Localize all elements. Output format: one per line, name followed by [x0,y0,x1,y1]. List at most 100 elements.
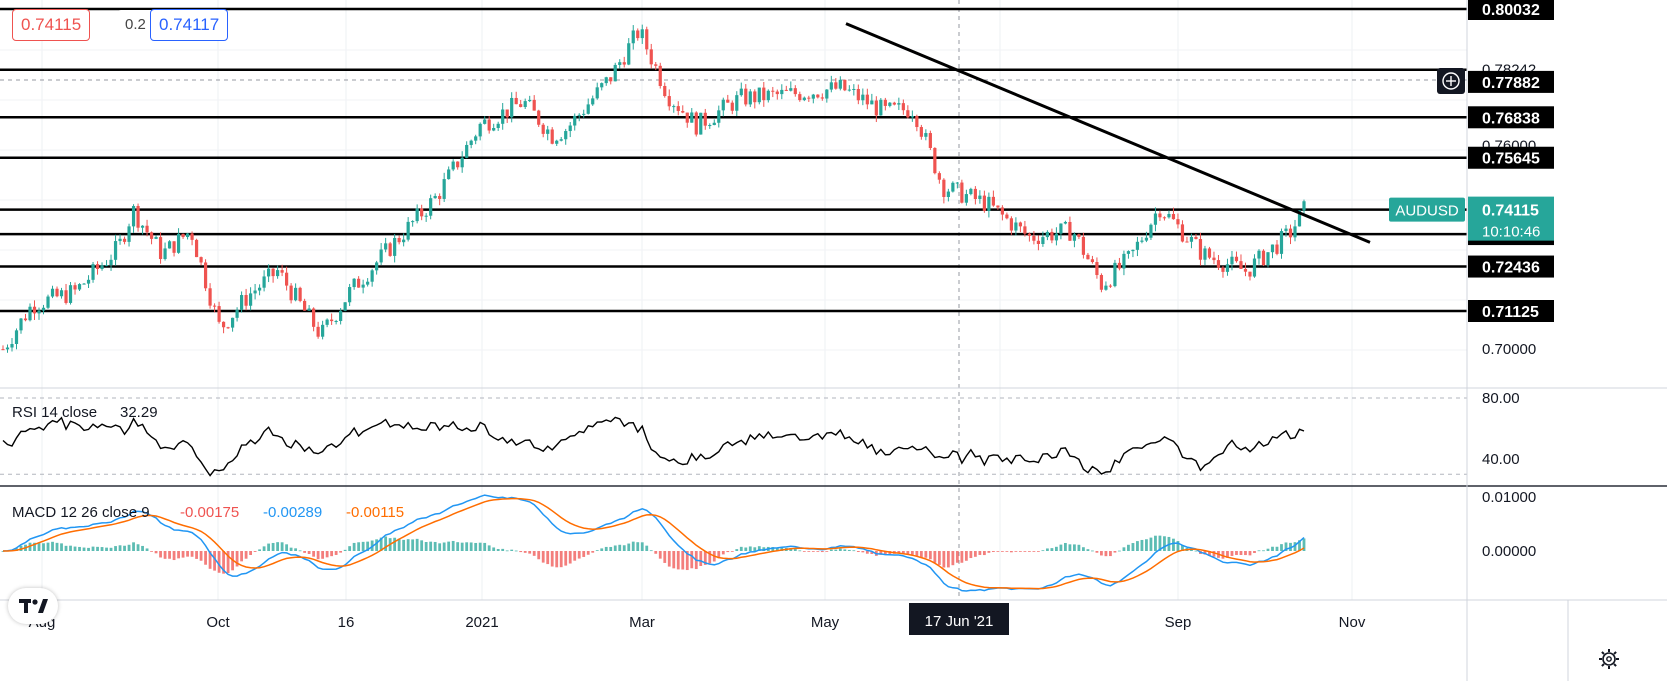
macd-histogram-bar [600,548,604,551]
candle-body [1176,219,1180,225]
candle-body [663,85,667,97]
candle-body [1257,250,1261,259]
time-axis-label: Oct [206,614,230,631]
macd-histogram-bar [1077,544,1081,551]
macd-histogram-bar [681,551,685,570]
candle-body [483,119,487,124]
candle-body [1207,248,1212,258]
candle-body [95,264,100,269]
candle-body [375,262,379,271]
macd-histogram-bar [667,551,671,567]
candle-body [262,276,266,288]
candle-body [996,205,1000,208]
settings-gear-icon[interactable] [1598,648,1620,670]
candle-body [55,288,59,297]
macd-histogram-bar [262,546,266,551]
macd-histogram-bar [1140,539,1144,551]
macd-axis-tick: 0.01000 [1482,489,1536,506]
macd-histogram-bar [1127,544,1130,551]
candle-body [1198,238,1203,260]
candle-body [447,169,451,180]
macd-histogram-bar [636,542,640,551]
macd-histogram-bar [798,550,802,552]
macd-histogram-bar [825,551,829,552]
macd-histogram-bar [460,542,464,551]
candle-body [131,205,136,227]
tradingview-logo[interactable] [8,588,58,624]
trendline-line[interactable] [845,22,1371,244]
candle-body [1113,262,1117,287]
candle-body [267,268,271,277]
candle-body [312,308,316,327]
symbol-tag[interactable] [1389,197,1465,222]
candle-body [235,309,239,318]
macd-histogram-bar [339,551,343,553]
macd-histogram-bar [181,551,185,558]
macd-histogram-bar [294,548,298,551]
candle-body [843,79,847,91]
macd-histogram-bar [883,551,887,555]
candle-body [221,321,226,328]
macd-histogram-bar [1226,551,1229,558]
macd-histogram-bar [847,549,851,551]
macd-histogram-bar [145,548,149,551]
macd-histogram-bar [613,545,617,551]
macd-histogram-bar [645,545,649,551]
ask-price[interactable]: 0.74117 [150,9,229,41]
macd-histogram-bar [154,551,158,554]
macd-histogram-bar [1023,551,1027,552]
candle-body [1104,285,1108,290]
candle-body [451,161,455,170]
candle-body [708,125,712,127]
candle-body [1234,256,1239,262]
candle-body [1185,241,1189,243]
candle-body [1230,256,1234,265]
macd-histogram-bar [1086,549,1090,551]
macd-histogram-bar [1275,546,1279,551]
macd-histogram-bar [64,545,68,551]
macd-histogram-bar [735,549,739,551]
macd-histogram-bar [1235,551,1238,555]
candle-body [919,127,923,137]
candle-body [361,284,365,288]
candle-body [555,140,559,144]
bid-price[interactable]: 0.74115 [12,9,91,41]
candle-body [176,233,181,253]
macd-histogram-bar [307,551,311,554]
macd-histogram-bar [564,551,568,566]
candle-body [140,225,145,228]
candle-body [622,62,626,65]
candle-body [717,110,721,123]
macd-histogram-bar [429,541,433,551]
price-axis-tick: 0.70000 [1482,341,1536,358]
plus-icon [1442,72,1460,90]
macd-histogram-bar [1073,544,1076,551]
candle-body [276,270,280,277]
macd-histogram-bar [856,551,860,552]
macd-histogram-bar [303,551,307,553]
candle-body [1000,207,1004,215]
macd-histogram-bar [1136,541,1139,551]
candle-body [811,94,815,99]
candle-body [897,103,901,105]
time-axis-label: Mar [629,614,655,631]
macd-histogram-bar [1041,550,1045,552]
crosshair-date-label: 17 Jun '21 [925,613,994,630]
candle-body [1018,222,1022,227]
macd-histogram-bar [249,551,252,555]
macd-histogram-bar [177,551,180,559]
time-axis-label: Nov [1339,614,1366,631]
candle-body [1239,261,1243,269]
macd-histogram-bar [366,541,370,551]
candle-body [784,89,788,91]
macd-histogram-bar [843,549,847,551]
macd-histogram-bar [807,551,811,552]
candle-body [1288,228,1293,238]
candle-body [1270,244,1275,253]
macd-histogram-bar [325,551,329,558]
candle-body [343,302,347,311]
macd-histogram-bar [775,547,779,551]
candle-body [1158,213,1162,218]
candle-body [541,124,545,134]
